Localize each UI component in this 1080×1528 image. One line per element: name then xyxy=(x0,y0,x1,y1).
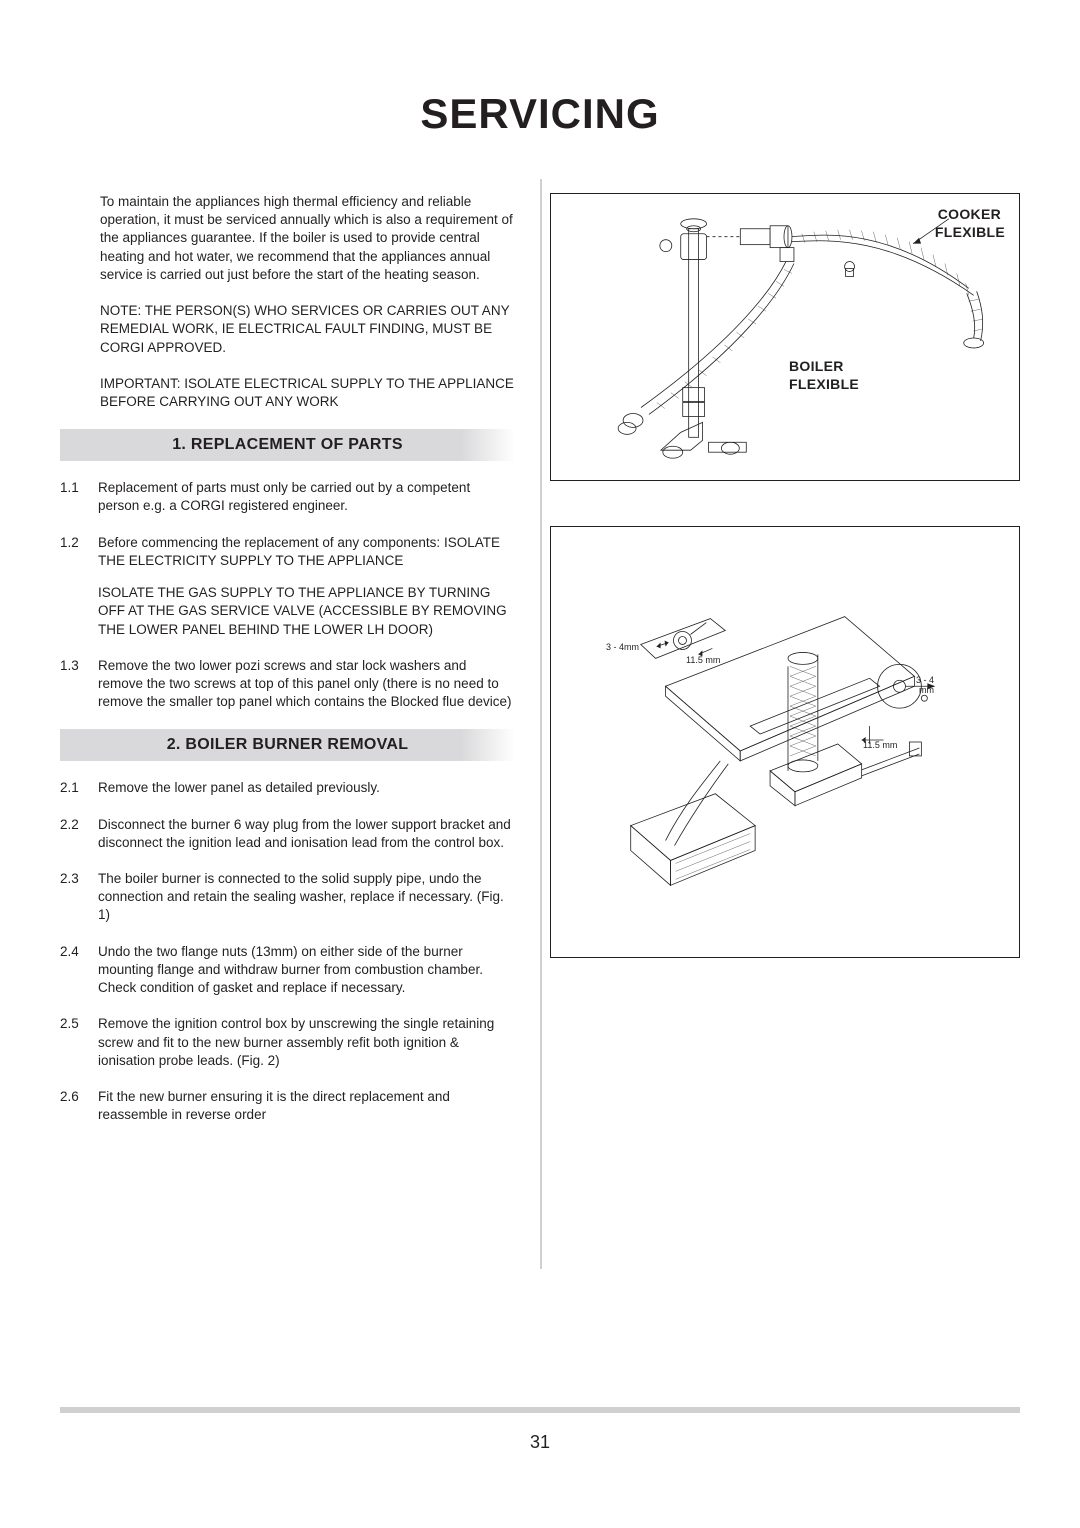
item-number: 2.5 xyxy=(60,1015,84,1070)
fig1-cooker-label: COOKER xyxy=(938,206,1001,222)
list-item: 2.1 Remove the lower panel as detailed p… xyxy=(100,779,515,797)
item-number: 2.1 xyxy=(60,779,84,797)
item-number: 2.3 xyxy=(60,870,84,925)
fig1-flexible-label-2: FLEXIBLE xyxy=(789,376,859,392)
fig2-dim-3-4-right: 3 - 4 xyxy=(916,675,934,685)
list-item: 1.3 Remove the two lower pozi screws and… xyxy=(100,657,515,712)
list-item: 2.6 Fit the new burner ensuring it is th… xyxy=(100,1088,515,1124)
footer-rule xyxy=(60,1407,1020,1413)
figure-1: COOKER FLEXIBLE BOILER FLEXIBLE xyxy=(550,193,1020,481)
item-number: 1.1 xyxy=(60,479,84,515)
right-column: COOKER FLEXIBLE BOILER FLEXIBLE xyxy=(550,193,1020,1142)
fig2-dim-11-5mm-bottom: 11.5 mm xyxy=(863,740,897,750)
fig2-dim-11-5mm-top: 11.5 mm xyxy=(686,655,720,665)
column-divider xyxy=(540,179,542,1269)
item-text: Disconnect the burner 6 way plug from th… xyxy=(98,816,515,852)
list-item: 2.3 The boiler burner is connected to th… xyxy=(100,870,515,925)
page-title: SERVICING xyxy=(60,90,1020,138)
section-2-list: 2.1 Remove the lower panel as detailed p… xyxy=(100,779,515,1124)
list-item: 2.5 Remove the ignition control box by u… xyxy=(100,1015,515,1070)
item-number: 2.2 xyxy=(60,816,84,852)
section-1-list: 1.1 Replacement of parts must only be ca… xyxy=(100,479,515,711)
list-item: 2.4 Undo the two flange nuts (13mm) on e… xyxy=(100,943,515,998)
item-number: 1.3 xyxy=(60,657,84,712)
intro-paragraph: To maintain the appliances high thermal … xyxy=(100,193,515,284)
section-1-title: 1. REPLACEMENT OF PARTS xyxy=(60,436,515,454)
item-number: 2.6 xyxy=(60,1088,84,1124)
item-number: 2.4 xyxy=(60,943,84,998)
note-paragraph: NOTE: THE PERSON(S) WHO SERVICES OR CARR… xyxy=(100,302,515,357)
item-text: Replacement of parts must only be carrie… xyxy=(98,479,515,515)
section-2-title: 2. BOILER BURNER REMOVAL xyxy=(60,736,515,754)
item-text: Remove the ignition control box by unscr… xyxy=(98,1015,515,1070)
item-text: Before commencing the replacement of any… xyxy=(98,534,515,570)
fig2-dim-mm-right: mm xyxy=(919,685,934,695)
item-text: ISOLATE THE GAS SUPPLY TO THE APPLIANCE … xyxy=(98,584,515,639)
fig1-flexible-label-1: FLEXIBLE xyxy=(935,224,1005,240)
page-number: 31 xyxy=(0,1432,1080,1453)
item-text: The boiler burner is connected to the so… xyxy=(98,870,515,925)
left-column: To maintain the appliances high thermal … xyxy=(60,193,515,1142)
item-text: Remove the lower panel as detailed previ… xyxy=(98,779,380,797)
section-1-header: 1. REPLACEMENT OF PARTS xyxy=(60,429,515,461)
fig1-boiler-label: BOILER xyxy=(789,358,844,374)
fig2-dim-3-4mm-left: 3 - 4mm xyxy=(606,642,639,652)
list-item: 1.1 Replacement of parts must only be ca… xyxy=(100,479,515,515)
item-text: Fit the new burner ensuring it is the di… xyxy=(98,1088,515,1124)
item-text: Undo the two flange nuts (13mm) on eithe… xyxy=(98,943,515,998)
item-number: 1.2 xyxy=(60,534,84,639)
important-paragraph: IMPORTANT: ISOLATE ELECTRICAL SUPPLY TO … xyxy=(100,375,515,411)
figure-2: 3 - 4mm 11.5 mm 3 - 4 mm 11.5 mm xyxy=(550,526,1020,958)
list-item: 1.2 Before commencing the replacement of… xyxy=(100,534,515,639)
list-item: 2.2 Disconnect the burner 6 way plug fro… xyxy=(100,816,515,852)
section-2-header: 2. BOILER BURNER REMOVAL xyxy=(60,729,515,761)
item-text: Remove the two lower pozi screws and sta… xyxy=(98,657,515,712)
